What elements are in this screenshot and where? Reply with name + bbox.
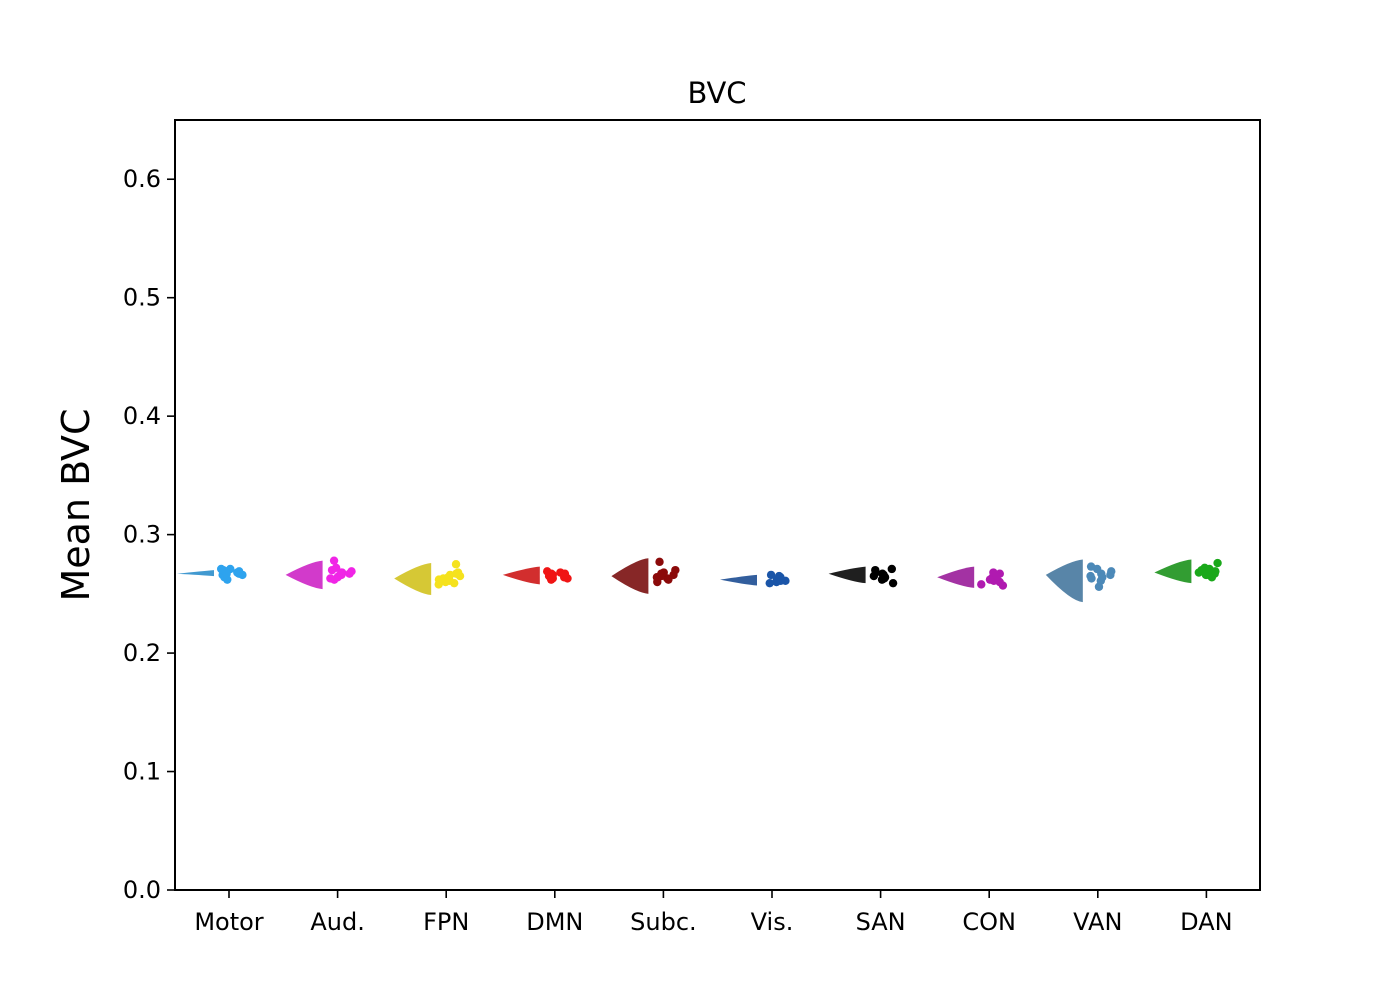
- data-point: [671, 565, 680, 575]
- x-tick-label: FPN: [423, 908, 469, 936]
- x-tick-label: Motor: [194, 908, 263, 936]
- data-point: [1086, 571, 1095, 581]
- half-violin-motor: [177, 570, 214, 577]
- y-tick-label: 0.2: [123, 639, 161, 667]
- axes-layer: 0.0 0.1 0.2 0.3 0.4 0.5 0.6 Motor Aud. FPN DMN Subc…: [123, 165, 1233, 936]
- marks-layer: [177, 556, 1222, 603]
- half-violin-dan: [1154, 559, 1192, 584]
- x-tick-label: Aud.: [310, 908, 365, 936]
- x-tick-label: DMN: [526, 908, 583, 936]
- data-point: [455, 571, 465, 581]
- x-tick-label: CON: [962, 908, 1016, 936]
- data-point: [878, 569, 887, 578]
- plot-frame: [174, 119, 1261, 891]
- y-tick-label: 0.0: [123, 876, 161, 904]
- y-tick-label: 0.3: [123, 521, 161, 549]
- data-point: [347, 567, 356, 576]
- data-point: [329, 556, 339, 565]
- half-violin-aud: [285, 560, 323, 590]
- data-point: [992, 571, 1002, 581]
- data-point: [1106, 570, 1115, 580]
- data-point: [888, 578, 898, 588]
- data-point: [327, 565, 337, 575]
- x-tick-label: Subc.: [630, 908, 697, 936]
- y-tick-label: 0.6: [123, 165, 161, 193]
- x-tick-label: DAN: [1180, 908, 1232, 936]
- half-violin-fpn: [394, 563, 432, 596]
- x-tick-label: Vis.: [751, 908, 794, 936]
- data-point: [233, 568, 243, 577]
- data-point: [216, 564, 226, 574]
- y-tick-label: 0.5: [123, 284, 161, 312]
- half-violin-con: [937, 566, 975, 588]
- half-violin-san: [828, 566, 866, 584]
- y-tick-label: 0.4: [123, 402, 161, 430]
- data-point: [765, 578, 774, 588]
- data-point: [1205, 564, 1214, 574]
- data-point: [330, 575, 339, 584]
- data-point: [655, 557, 664, 567]
- data-point: [1092, 564, 1102, 574]
- data-point: [434, 580, 443, 589]
- half-violin-vis: [720, 574, 757, 586]
- data-point: [337, 568, 346, 577]
- y-axis-label: Mean BVC: [54, 408, 98, 601]
- data-point: [444, 575, 454, 584]
- data-point: [1213, 558, 1222, 568]
- half-violin-dmn: [502, 566, 540, 585]
- data-point: [977, 580, 986, 589]
- half-violin-subc: [611, 558, 649, 594]
- data-point: [1094, 582, 1104, 591]
- x-tick-label: SAN: [856, 908, 906, 936]
- data-point: [766, 570, 776, 580]
- data-point: [222, 569, 231, 578]
- y-tick-label: 0.1: [123, 758, 161, 786]
- data-point: [869, 571, 879, 581]
- data-point: [985, 575, 995, 584]
- data-point: [998, 581, 1008, 590]
- data-point: [547, 569, 556, 578]
- data-point: [560, 570, 570, 580]
- half-violin-van: [1045, 559, 1083, 603]
- data-point: [451, 560, 461, 569]
- data-point: [664, 575, 673, 584]
- data-point: [887, 564, 897, 574]
- data-point: [657, 569, 666, 578]
- x-tick-label: VAN: [1073, 908, 1122, 936]
- chart-title: BVC: [687, 76, 746, 110]
- data-point: [776, 576, 785, 586]
